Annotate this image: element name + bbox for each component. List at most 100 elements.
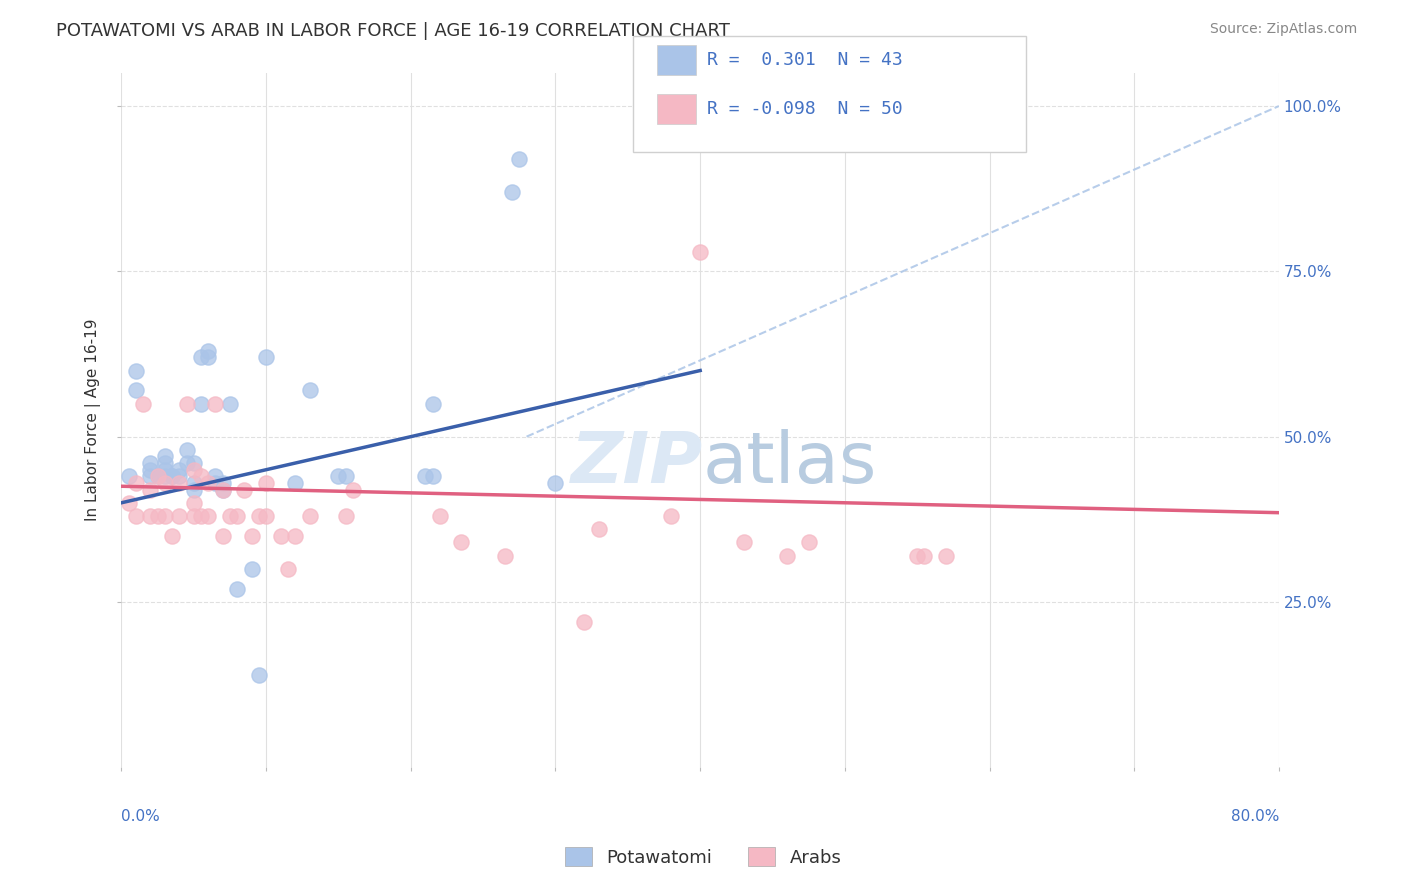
- Point: [450, 535, 472, 549]
- Point: [176, 396, 198, 410]
- Point: [284, 475, 307, 490]
- Point: [298, 508, 321, 523]
- Point: [169, 463, 191, 477]
- Point: [226, 582, 249, 596]
- Point: [204, 396, 226, 410]
- Point: [342, 483, 364, 497]
- Point: [139, 508, 162, 523]
- Point: [153, 450, 176, 464]
- Text: 80.0%: 80.0%: [1230, 809, 1279, 824]
- Point: [284, 529, 307, 543]
- Point: [298, 384, 321, 398]
- Point: [211, 483, 233, 497]
- Point: [125, 475, 148, 490]
- Point: [240, 562, 263, 576]
- Point: [183, 508, 205, 523]
- Point: [211, 483, 233, 497]
- Point: [935, 549, 957, 563]
- Text: R = -0.098  N = 50: R = -0.098 N = 50: [707, 100, 903, 118]
- Point: [153, 475, 176, 490]
- Point: [588, 522, 610, 536]
- Point: [247, 667, 270, 681]
- Point: [153, 456, 176, 470]
- Point: [544, 475, 567, 490]
- Point: [176, 442, 198, 457]
- Point: [240, 529, 263, 543]
- Point: [197, 343, 219, 358]
- Point: [190, 351, 212, 365]
- Text: ZIP: ZIP: [571, 429, 703, 499]
- Point: [153, 463, 176, 477]
- Point: [139, 456, 162, 470]
- Point: [183, 456, 205, 470]
- Point: [328, 469, 350, 483]
- Point: [219, 396, 242, 410]
- Point: [574, 615, 596, 629]
- Point: [254, 351, 277, 365]
- Point: [132, 396, 155, 410]
- Point: [125, 508, 148, 523]
- Point: [733, 535, 755, 549]
- Point: [160, 529, 183, 543]
- Point: [169, 475, 191, 490]
- Point: [270, 529, 292, 543]
- Point: [254, 508, 277, 523]
- Point: [914, 549, 936, 563]
- Point: [169, 469, 191, 483]
- Point: [176, 456, 198, 470]
- Point: [183, 475, 205, 490]
- Point: [429, 508, 451, 523]
- Point: [183, 483, 205, 497]
- Point: [211, 475, 233, 490]
- Point: [254, 475, 277, 490]
- Point: [905, 549, 928, 563]
- Point: [118, 496, 141, 510]
- Text: POTAWATOMI VS ARAB IN LABOR FORCE | AGE 16-19 CORRELATION CHART: POTAWATOMI VS ARAB IN LABOR FORCE | AGE …: [56, 22, 730, 40]
- Point: [160, 469, 183, 483]
- Text: R =  0.301  N = 43: R = 0.301 N = 43: [707, 51, 903, 69]
- Point: [197, 351, 219, 365]
- Point: [247, 508, 270, 523]
- Point: [146, 508, 169, 523]
- Point: [277, 562, 299, 576]
- Point: [494, 549, 516, 563]
- Point: [183, 463, 205, 477]
- Point: [413, 469, 436, 483]
- Point: [190, 396, 212, 410]
- Point: [508, 152, 530, 166]
- Point: [422, 469, 444, 483]
- Point: [190, 469, 212, 483]
- Text: atlas: atlas: [703, 429, 877, 499]
- Text: 0.0%: 0.0%: [121, 809, 160, 824]
- Point: [139, 469, 162, 483]
- Point: [501, 185, 523, 199]
- Point: [204, 475, 226, 490]
- Point: [139, 463, 162, 477]
- Point: [204, 469, 226, 483]
- Point: [160, 469, 183, 483]
- Point: [197, 508, 219, 523]
- Point: [335, 469, 357, 483]
- Legend: Potawatomi, Arabs: Potawatomi, Arabs: [557, 840, 849, 874]
- Point: [219, 508, 242, 523]
- Point: [190, 508, 212, 523]
- Point: [197, 475, 219, 490]
- Point: [153, 508, 176, 523]
- Point: [689, 244, 711, 259]
- Point: [776, 549, 799, 563]
- Point: [146, 469, 169, 483]
- Point: [146, 469, 169, 483]
- Point: [335, 508, 357, 523]
- Point: [183, 496, 205, 510]
- Point: [211, 529, 233, 543]
- Point: [169, 508, 191, 523]
- Point: [226, 508, 249, 523]
- Point: [422, 396, 444, 410]
- Point: [659, 508, 682, 523]
- Text: Source: ZipAtlas.com: Source: ZipAtlas.com: [1209, 22, 1357, 37]
- Point: [118, 469, 141, 483]
- Point: [233, 483, 256, 497]
- Point: [125, 384, 148, 398]
- Point: [139, 483, 162, 497]
- Point: [153, 469, 176, 483]
